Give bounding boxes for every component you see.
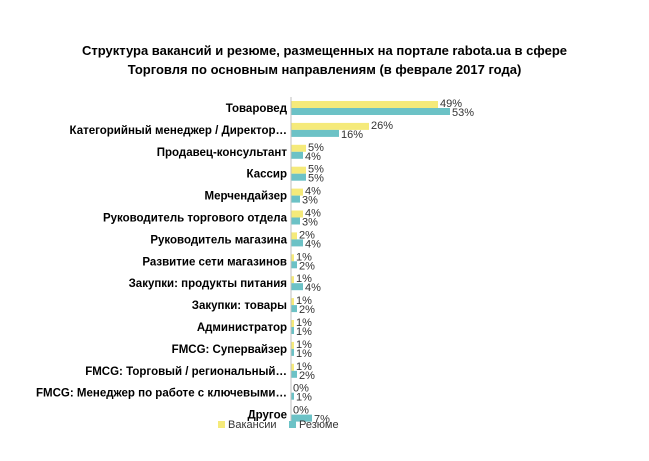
- chart-title-line-2: Торговля по основным направлениям (в фев…: [127, 62, 522, 77]
- vacancies-bar: [291, 298, 294, 306]
- category-label: Категорийный менеджер / Директор…: [70, 125, 287, 137]
- resumes-value-label: 2%: [299, 260, 315, 272]
- vacancies-value-label: 49%: [440, 98, 462, 110]
- resumes-bar: [291, 283, 303, 291]
- legend-label-vacancies: Вакансии: [228, 419, 277, 431]
- resumes-bar: [291, 129, 339, 137]
- vacancies-bar: [291, 210, 303, 218]
- category-label: Руководитель торгового отдела: [103, 213, 288, 225]
- category-label: Закупки: товары: [192, 300, 287, 312]
- resumes-value-label: 2%: [299, 370, 315, 382]
- category-label: Товаровед: [226, 103, 288, 115]
- resumes-bar: [291, 392, 294, 400]
- vacancies-value-label: 1%: [296, 339, 312, 351]
- category-label: Администратор: [197, 322, 287, 334]
- vacancies-bar: [291, 101, 438, 108]
- category-label: Мерчендайзер: [205, 191, 287, 203]
- legend-swatch-resumes: [289, 421, 296, 428]
- resumes-bar: [291, 305, 297, 313]
- resumes-bar: [291, 348, 294, 356]
- category-label: Продавец-консультант: [157, 147, 288, 159]
- vacancies-bar: [291, 232, 297, 240]
- resumes-value-label: 2%: [299, 304, 315, 316]
- resumes-value-label: 53%: [452, 107, 474, 119]
- vacancies-value-label: 4%: [305, 208, 321, 220]
- vacancies-value-label: 1%: [296, 251, 312, 263]
- vacancies-bar: [291, 320, 294, 327]
- resumes-value-label: 1%: [296, 348, 312, 360]
- resumes-value-label: 1%: [296, 326, 312, 338]
- resumes-bar: [291, 261, 297, 269]
- vacancies-bar: [291, 254, 294, 262]
- resumes-value-label: 3%: [302, 195, 318, 207]
- vacancies-value-label: 2%: [299, 229, 315, 241]
- vacancies-bar: [291, 188, 303, 196]
- resumes-bar: [291, 239, 303, 247]
- vacancies-bar: [291, 341, 294, 349]
- resumes-value-label: 1%: [296, 392, 312, 404]
- category-label: FMCG: Супервайзер: [172, 344, 287, 356]
- resumes-value-label: 4%: [305, 282, 321, 294]
- resumes-bar: [291, 327, 294, 334]
- vacancies-value-label: 26%: [371, 120, 393, 132]
- vacancies-value-label: 1%: [296, 361, 312, 373]
- vacancies-value-label: 1%: [296, 317, 312, 329]
- legend-swatch-vacancies: [218, 421, 225, 428]
- category-label: Руководитель магазина: [150, 234, 287, 246]
- vacancies-value-label: 5%: [308, 164, 324, 176]
- resumes-value-label: 7%: [314, 414, 330, 426]
- vacancies-value-label: 1%: [296, 273, 312, 285]
- resumes-bar: [291, 108, 450, 115]
- vacancies-value-label: 1%: [296, 295, 312, 307]
- vacancies-bar: [291, 166, 306, 174]
- vacancies-value-label: 5%: [308, 142, 324, 154]
- vacancies-value-label: 0%: [293, 383, 309, 395]
- vacancies-bar: [291, 122, 369, 130]
- resumes-bar: [291, 370, 297, 378]
- vacancies-value-label: 0%: [293, 405, 309, 417]
- category-label: FMCG: Торговый / региональный…: [85, 366, 287, 378]
- vacancies-bar: [291, 144, 306, 152]
- chart-title: Структура вакансий и резюме, размещенных…: [0, 41, 649, 79]
- resumes-bar: [291, 217, 300, 225]
- vacancies-bar: [291, 363, 294, 371]
- category-label: Развитие сети магазинов: [142, 256, 287, 268]
- category-label: Кассир: [247, 169, 287, 181]
- resumes-bar: [291, 195, 300, 203]
- category-label: FMCG: Менеджер по работе с ключевыми…: [36, 388, 287, 400]
- resumes-value-label: 4%: [305, 238, 321, 250]
- resumes-value-label: 5%: [308, 173, 324, 185]
- resumes-value-label: 3%: [302, 217, 318, 229]
- vacancies-value-label: 4%: [305, 186, 321, 198]
- category-label: Другое: [247, 410, 287, 422]
- resumes-value-label: 4%: [305, 151, 321, 163]
- chart-title-line-1: Структура вакансий и резюме, размещенных…: [82, 43, 567, 58]
- resumes-bar: [291, 414, 312, 422]
- resumes-bar: [291, 173, 306, 181]
- resumes-value-label: 16%: [341, 129, 363, 141]
- vacancies-bar: [291, 276, 294, 284]
- resumes-bar: [291, 151, 303, 159]
- category-label: Закупки: продукты питания: [129, 278, 287, 290]
- legend-label-resumes: Резюме: [299, 419, 339, 431]
